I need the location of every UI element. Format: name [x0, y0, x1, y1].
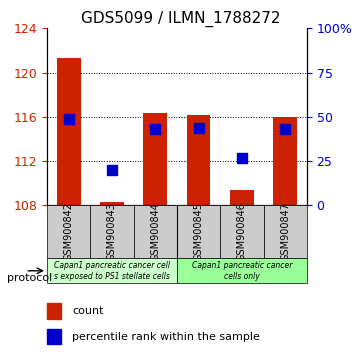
Text: GSM900846: GSM900846 [237, 202, 247, 261]
Bar [47, 303, 61, 319]
Bar [100, 202, 124, 205]
Text: protocol: protocol [7, 273, 52, 283]
Bar [47, 329, 61, 344]
Point [109, 167, 115, 173]
Bar [273, 117, 297, 205]
Text: GSM900842: GSM900842 [64, 202, 74, 261]
Point [66, 116, 71, 122]
Bar [143, 113, 167, 205]
Point [282, 126, 288, 132]
Bar [187, 115, 210, 205]
FancyBboxPatch shape [134, 205, 177, 258]
FancyBboxPatch shape [90, 205, 134, 258]
Text: GSM900843: GSM900843 [107, 202, 117, 261]
FancyBboxPatch shape [264, 205, 307, 258]
Text: percentile rank within the sample: percentile rank within the sample [72, 332, 260, 342]
FancyBboxPatch shape [177, 258, 307, 283]
Point [239, 155, 245, 161]
FancyBboxPatch shape [220, 205, 264, 258]
Text: Capan1 pancreatic cancer
cells only: Capan1 pancreatic cancer cells only [192, 261, 292, 280]
Text: GSM900847: GSM900847 [280, 202, 290, 261]
Bar [230, 190, 254, 205]
Point [152, 126, 158, 132]
Text: count: count [72, 306, 104, 316]
Text: Capan1 pancreatic cancer cell
s exposed to PS1 stellate cells: Capan1 pancreatic cancer cell s exposed … [54, 261, 170, 280]
Text: GSM900845: GSM900845 [193, 202, 204, 261]
Point [196, 126, 201, 131]
Bar [57, 58, 81, 205]
Text: GDS5099 / ILMN_1788272: GDS5099 / ILMN_1788272 [81, 11, 280, 27]
FancyBboxPatch shape [47, 258, 177, 283]
FancyBboxPatch shape [177, 205, 220, 258]
Text: GSM900844: GSM900844 [150, 202, 160, 261]
FancyBboxPatch shape [47, 205, 90, 258]
